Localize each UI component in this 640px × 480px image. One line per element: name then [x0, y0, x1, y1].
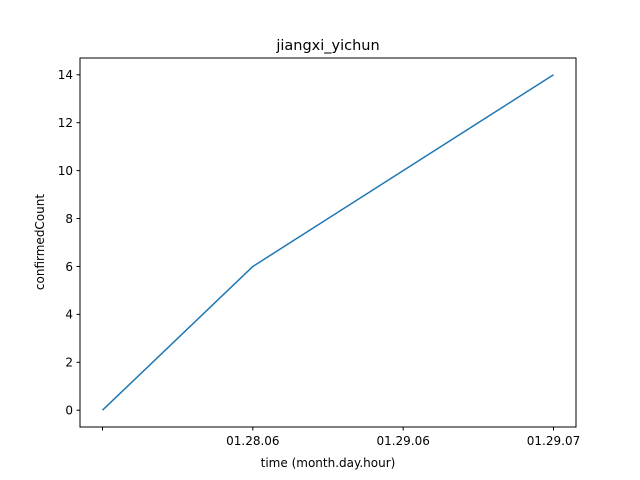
y-tick-label: 6: [65, 260, 73, 274]
x-axis-ticks: 01.28.06 01.29.06 01.29.07: [102, 427, 580, 448]
x-axis-title: time (month.day.hour): [261, 456, 396, 470]
y-tick-label: 4: [65, 308, 73, 322]
y-tick-label: 2: [65, 356, 73, 370]
plot-frame: [79, 57, 577, 428]
series-line: [101, 74, 554, 411]
chart-title: jiangxi_yichun: [275, 38, 379, 54]
x-tick-label: 01.29.06: [376, 434, 429, 448]
y-tick-label: 10: [58, 164, 73, 178]
y-tick-label: 0: [65, 404, 73, 418]
x-tick-label: 01.29.07: [527, 434, 580, 448]
y-tick-label: 14: [58, 68, 73, 82]
y-axis-title: confirmedCount: [33, 194, 47, 290]
y-axis-ticks: 0 2 4 6 8 10 12 14: [58, 68, 80, 418]
y-tick-label: 12: [58, 116, 73, 130]
y-tick-label: 8: [65, 212, 73, 226]
x-tick-label: 01.28.06: [226, 434, 279, 448]
series-lines: [101, 74, 554, 411]
